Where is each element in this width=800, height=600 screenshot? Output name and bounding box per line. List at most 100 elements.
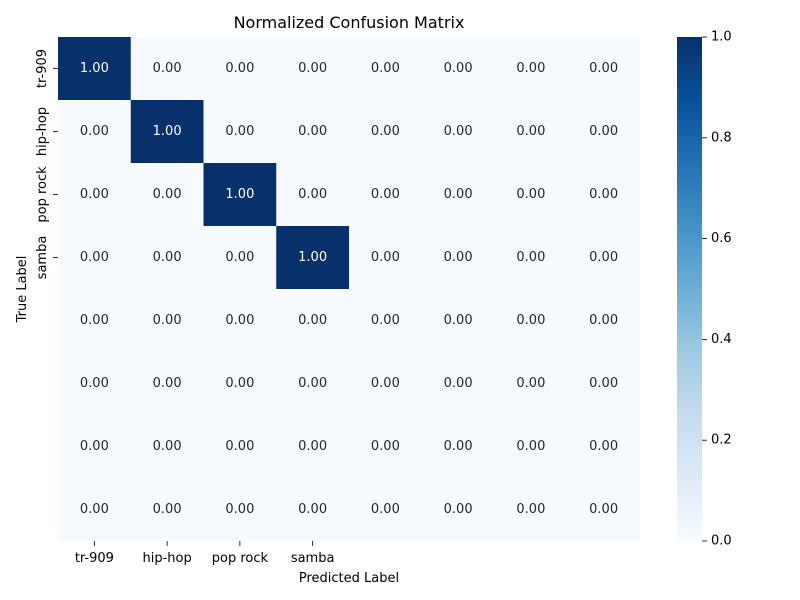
heatmap-cell [203, 163, 277, 227]
cell-value-label: 0.00 [589, 376, 618, 391]
heatmap-cell [494, 163, 568, 227]
heatmap-cell [276, 352, 350, 416]
cell-value-label: 0.00 [225, 439, 254, 454]
cell-value-label: 0.00 [153, 250, 182, 265]
heatmap-cell [130, 352, 204, 416]
cell-value-label: 0.00 [589, 61, 618, 76]
cell-value-label: 0.00 [80, 376, 109, 391]
cell-value-label: 0.00 [225, 61, 254, 76]
heatmap-cell [276, 226, 350, 290]
cell-value-label: 0.00 [444, 439, 473, 454]
heatmap-cell [130, 289, 204, 353]
heatmap-cell [58, 100, 132, 164]
heatmap-cell [58, 163, 132, 227]
cell-value-label: 0.00 [371, 502, 400, 517]
heatmap-cell [58, 478, 132, 542]
cell-value-label: 0.00 [589, 250, 618, 265]
cell-value-label: 0.00 [589, 313, 618, 328]
cell-value-label: 0.00 [371, 250, 400, 265]
cell-value-label: 0.00 [225, 502, 254, 517]
cell-value-label: 0.00 [371, 313, 400, 328]
heatmap-cell [349, 478, 423, 542]
heatmap-cell [276, 100, 350, 164]
heatmap-cell [494, 37, 568, 101]
cell-value-label: 0.00 [80, 439, 109, 454]
y-axis-label: True Label [15, 256, 30, 324]
cell-value-label: 0.00 [153, 439, 182, 454]
heatmap-cell [494, 352, 568, 416]
heatmap-cell [567, 415, 641, 479]
cell-value-label: 0.00 [298, 313, 327, 328]
heatmap-cell [203, 352, 277, 416]
heatmap-cell [130, 415, 204, 479]
colorbar-tick-label: 0.8 [711, 130, 732, 145]
cell-value-label: 0.00 [516, 124, 545, 139]
heatmap-cell [276, 415, 350, 479]
x-axis-label: Predicted Label [299, 571, 399, 586]
cell-value-label: 0.00 [298, 376, 327, 391]
cell-value-label: 0.00 [444, 250, 473, 265]
heatmap-cell [58, 352, 132, 416]
cell-value-label: 0.00 [298, 187, 327, 202]
cell-value-label: 0.00 [516, 313, 545, 328]
heatmap-cell [421, 163, 495, 227]
heatmap-cell [421, 352, 495, 416]
cell-value-label: 0.00 [371, 439, 400, 454]
heatmap-cell [567, 289, 641, 353]
heatmap-cell [203, 289, 277, 353]
x-tick-label: pop rock [212, 551, 269, 566]
x-axis-ticks: tr-909 hip-hop pop rock samba [75, 541, 334, 566]
x-tick-label: hip-hop [143, 551, 192, 566]
cell-value-label: 0.00 [153, 313, 182, 328]
heatmap-cells [58, 37, 641, 542]
heatmap-cell [276, 37, 350, 101]
cell-value-label: 0.00 [225, 313, 254, 328]
cell-value-label: 1.00 [80, 61, 109, 76]
cell-value-label: 0.00 [80, 187, 109, 202]
cell-value-label: 0.00 [225, 250, 254, 265]
heatmap-cell [349, 352, 423, 416]
colorbar-tick-label: 0.0 [711, 534, 732, 549]
cell-value-label: 0.00 [371, 376, 400, 391]
heatmap-cell [58, 415, 132, 479]
y-tick-label: pop rock [35, 166, 50, 223]
heatmap-cell [130, 478, 204, 542]
y-tick-label: hip-hop [35, 107, 50, 156]
colorbar-tick-label: 0.4 [711, 332, 732, 347]
y-tick-label: samba [35, 236, 50, 280]
heatmap-cell [421, 415, 495, 479]
cell-value-label: 0.00 [371, 124, 400, 139]
heatmap-cell [58, 289, 132, 353]
colorbar-tick-label: 0.2 [711, 433, 732, 448]
heatmap-cell [58, 226, 132, 290]
colorbar [677, 37, 702, 541]
heatmap-cell [349, 100, 423, 164]
heatmap-cell [130, 37, 204, 101]
cell-value-label: 0.00 [80, 124, 109, 139]
cell-value-label: 0.00 [298, 124, 327, 139]
cell-value-label: 0.00 [516, 187, 545, 202]
cell-value-label: 0.00 [153, 187, 182, 202]
heatmap-cell [567, 100, 641, 164]
cell-value-label: 0.00 [516, 376, 545, 391]
cell-value-label: 0.00 [516, 439, 545, 454]
heatmap-cell [349, 226, 423, 290]
cell-value-label: 0.00 [516, 250, 545, 265]
colorbar-ticks: 0.0 0.2 0.4 0.6 0.8 1.0 [702, 30, 732, 549]
heatmap-cell [203, 415, 277, 479]
heatmap-cell [130, 163, 204, 227]
heatmap-cell [567, 226, 641, 290]
cell-value-label: 1.00 [225, 187, 254, 202]
cell-value-label: 0.00 [80, 502, 109, 517]
cell-value-label: 0.00 [516, 502, 545, 517]
cell-value-label: 0.00 [80, 250, 109, 265]
heatmap-cell [349, 163, 423, 227]
heatmap-cell [567, 352, 641, 416]
cell-value-label: 0.00 [444, 61, 473, 76]
heatmap-cell [276, 289, 350, 353]
heatmap-cell [421, 226, 495, 290]
cell-value-label: 0.00 [371, 61, 400, 76]
cell-value-label: 0.00 [153, 376, 182, 391]
heatmap-cell [130, 226, 204, 290]
